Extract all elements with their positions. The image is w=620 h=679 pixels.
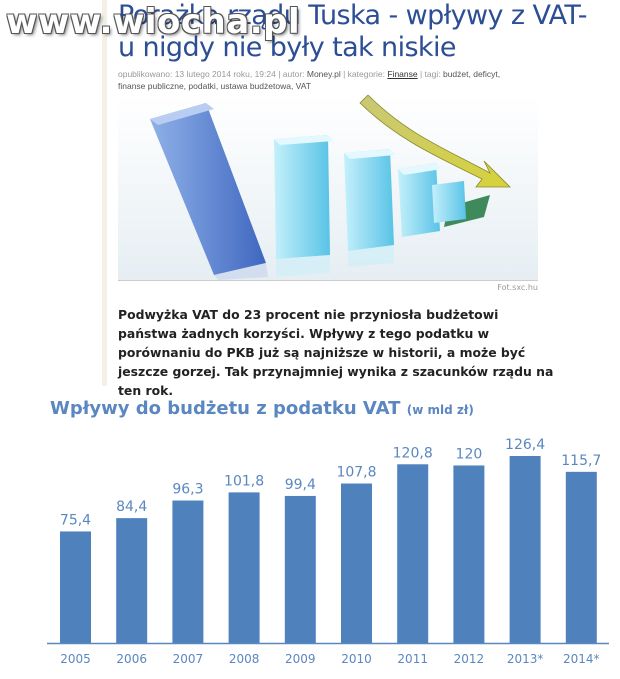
x-tick-label: 2005 (60, 652, 91, 666)
bar-2008 (228, 492, 260, 643)
x-tick-label: 2011 (397, 652, 428, 666)
value-label: 96,3 (172, 482, 203, 498)
article-column-rule (102, 0, 107, 386)
value-label: 99,4 (285, 477, 316, 493)
bar-2009 (284, 495, 316, 643)
x-tick-label: 2012 (454, 652, 485, 666)
chart-title: Wpływy do budżetu z podatku VAT (w mld z… (50, 398, 474, 419)
bar-2010 (341, 483, 372, 643)
meta-category-link[interactable]: Finanse (387, 69, 418, 79)
article-meta: opublikowano: 13 lutego 2014 roku, 19:24… (118, 68, 548, 92)
article-photo (118, 94, 538, 280)
meta-tags-rest[interactable]: finanse publiczne, podatki, ustawa budże… (118, 81, 311, 91)
value-label: 120 (456, 446, 483, 462)
value-label: 126,4 (505, 437, 545, 453)
article-headline[interactable]: Porażka rządu Tuska - wpływy z VAT-u nig… (118, 0, 588, 63)
bar-2014* (565, 471, 597, 643)
meta-category-prefix: | kategorie: (340, 69, 388, 79)
bar-2012 (453, 465, 485, 643)
vat-revenue-bar-chart: 75,4 2005 84,4 2006 96,3 2007 101,8 2008 99,4 200… (47, 437, 609, 666)
chart-title-unit: (w mld zł) (406, 403, 474, 417)
article-lead: Podwyżka VAT do 23 procent nie przyniosł… (118, 307, 554, 398)
meta-author: Money.pl (306, 69, 341, 79)
meta-tags-first[interactable]: budżet, deficyt, (442, 69, 501, 79)
x-tick-label: 2013* (507, 652, 544, 666)
x-tick-label: 2007 (173, 652, 204, 666)
chart-title-text: Wpływy do budżetu z podatku VAT (50, 398, 401, 419)
bar-2013* (509, 456, 541, 643)
bar-2005 (60, 531, 91, 643)
value-label: 120,8 (393, 445, 433, 461)
bar-2011 (397, 464, 429, 643)
value-label: 107,8 (336, 465, 376, 481)
x-tick-label: 2006 (116, 652, 147, 666)
meta-tags-prefix: | tagi: (417, 69, 443, 79)
bar-2006 (116, 518, 148, 643)
x-tick-label: 2008 (229, 652, 260, 666)
bar-2007 (172, 500, 204, 643)
x-tick-label: 2010 (341, 652, 372, 666)
falling-bars-illustration (118, 94, 538, 280)
x-tick-label: 2014* (563, 652, 600, 666)
value-label: 75,4 (60, 512, 91, 528)
photo-divider (118, 280, 538, 281)
photo-credit: Fot.sxc.hu (497, 283, 538, 292)
value-label: 115,7 (561, 453, 601, 469)
value-label: 84,4 (116, 499, 147, 515)
value-label: 101,8 (224, 473, 264, 489)
x-tick-label: 2009 (285, 652, 316, 666)
meta-date-prefix: opublikowano: 13 lutego 2014 roku, 19:24… (118, 69, 307, 79)
site-watermark: www.wiocha.pl (6, 2, 301, 42)
